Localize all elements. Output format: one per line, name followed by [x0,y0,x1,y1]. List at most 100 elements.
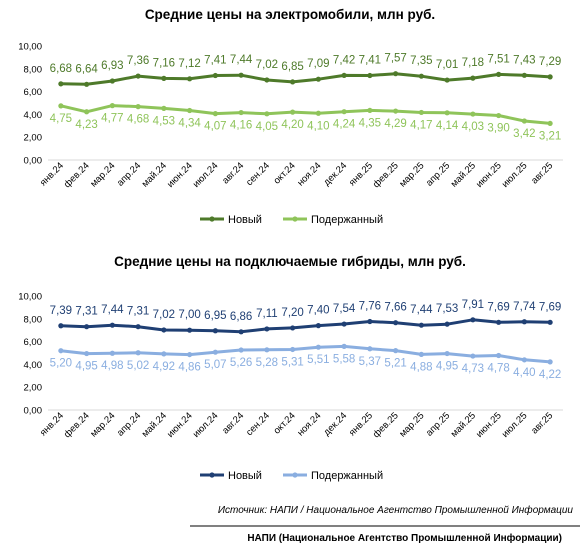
data-point [547,74,553,80]
data-point [496,112,502,119]
data-label: 7,42 [333,54,355,66]
y-tick-label: 4,00 [24,360,43,371]
data-point [521,357,527,363]
x-tick-label: ноя.24 [295,160,323,188]
data-point [135,324,141,330]
data-label: 7,31 [127,306,149,318]
data-point [418,351,424,357]
legend-marker [209,216,215,222]
data-point [367,107,373,114]
data-label: 7,40 [307,305,329,317]
data-label: 7,91 [462,299,484,311]
chart-2-phev-prices: 0,002,004,006,008,0010,00янв.24фев.24мар… [18,292,563,482]
data-label: 7,54 [333,303,356,315]
x-tick-label: май.25 [449,410,478,439]
data-point [470,317,476,323]
data-label: 7,16 [153,57,175,69]
data-label: 7,36 [127,55,149,67]
chart-1-ev-prices: 0,002,004,006,008,0010,00янв.24фев.24мар… [18,42,563,226]
data-label: 4,86 [178,362,200,374]
data-point [58,81,64,87]
data-point [547,120,553,127]
data-point [547,319,553,325]
data-point [367,346,373,352]
data-point [187,327,193,333]
data-point [496,71,502,77]
series-new-line [59,72,552,86]
data-point [315,323,321,329]
data-point [84,81,90,87]
x-tick-label: фев.24 [62,410,92,440]
data-label: 7,57 [384,53,406,65]
data-label: 4,16 [230,120,252,132]
x-tick-label: авг.25 [529,410,555,436]
data-label: 7,44 [230,54,253,66]
x-tick-label: окт.24 [272,410,298,436]
x-tick-label: июл.24 [191,410,221,440]
data-point [238,109,244,116]
data-point [290,346,296,353]
x-tick-label: апр.25 [424,160,452,188]
data-label: 7,11 [256,308,278,320]
data-point [418,73,424,79]
x-tick-label: май.24 [140,160,169,189]
data-point [84,109,90,115]
data-point [290,109,296,115]
data-label: 4,68 [127,114,149,126]
data-label: 5,02 [127,360,149,372]
x-tick-label: май.24 [140,410,169,439]
legend-label: Новый [228,470,262,482]
data-point [341,72,347,79]
y-tick-label: 4,00 [24,110,43,121]
legend-marker [292,472,298,478]
data-label: 7,76 [359,301,381,313]
data-label: 7,02 [153,309,175,321]
data-point [315,110,321,116]
data-label: 7,43 [513,54,535,66]
data-label: 4,05 [256,121,278,133]
data-label: 5,58 [333,353,355,365]
data-point [161,327,167,333]
data-label: 4,20 [281,119,303,131]
data-point [238,72,244,78]
y-tick-label: 6,00 [24,337,43,348]
y-tick-label: 0,00 [24,156,43,167]
x-tick-label: сен.24 [244,410,272,438]
data-point [290,79,296,85]
y-tick-label: 0,00 [24,406,43,417]
x-tick-label: апр.24 [115,160,143,188]
data-point [367,72,373,79]
data-label: 7,39 [50,305,72,317]
data-point [161,75,167,81]
x-tick-label: июл.25 [500,410,530,440]
data-label: 4,17 [410,119,432,131]
source-note: Источник: НАПИ / Национальное Агентство … [218,504,574,516]
data-label: 4,22 [539,369,561,381]
data-point [521,118,527,124]
data-point [393,320,399,326]
data-label: 7,41 [204,55,226,67]
data-point [135,104,141,110]
data-label: 7,51 [487,53,509,65]
data-point [109,350,115,356]
data-label: 6,93 [101,60,123,72]
x-tick-label: дек.24 [322,410,350,438]
x-tick-label: мар.25 [397,160,426,189]
data-point [470,111,476,117]
data-label: 6,86 [230,311,252,323]
x-tick-label: фев.25 [371,410,401,440]
x-tick-label: янв.25 [347,160,375,188]
x-tick-label: дек.24 [322,160,350,188]
x-tick-label: фев.24 [62,160,92,190]
data-label: 4,95 [436,361,458,373]
data-label: 7,02 [256,59,278,71]
data-point [58,348,64,354]
data-point [109,322,115,328]
data-label: 5,37 [359,356,381,368]
data-label: 7,44 [101,304,124,316]
data-label: 4,53 [153,115,175,127]
x-tick-label: янв.24 [38,410,66,438]
y-tick-label: 8,00 [24,314,43,325]
data-point [444,77,450,83]
data-label: 4,73 [462,363,484,375]
